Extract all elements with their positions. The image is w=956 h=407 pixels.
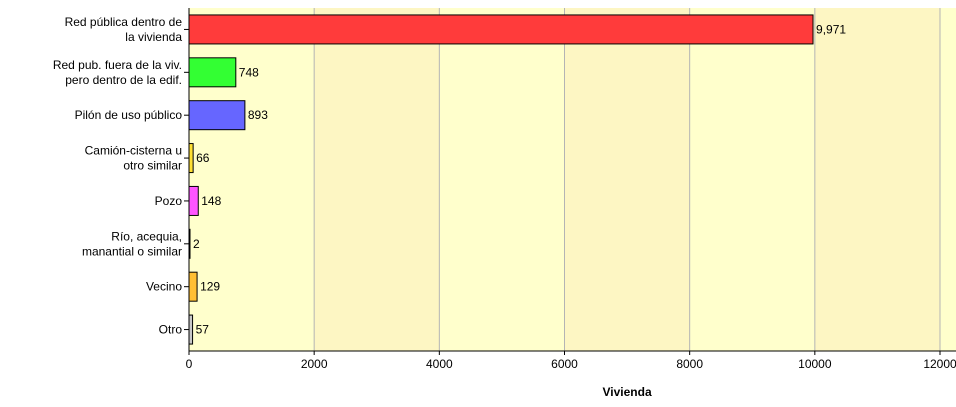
value-label: 748 — [239, 65, 259, 79]
category-label: Pilón de uso público — [75, 108, 183, 122]
bar — [188, 271, 198, 302]
category-label: Otro — [159, 323, 183, 337]
x-tick-label: 4000 — [426, 357, 453, 371]
value-label: 129 — [200, 280, 220, 294]
category-label: Vecino — [146, 280, 182, 294]
category-label: manantial o similar — [82, 244, 182, 258]
category-label: pero dentro de la edif. — [65, 73, 182, 87]
x-tick-label: 8000 — [676, 357, 703, 371]
bar — [188, 57, 237, 88]
x-tick-label: 2000 — [301, 357, 328, 371]
bar — [188, 314, 194, 345]
value-label: 66 — [196, 151, 210, 165]
x-tick-label: 0 — [186, 357, 193, 371]
background-band — [564, 8, 690, 351]
category-label: Red pub. fuera de la viv. — [53, 58, 182, 72]
x-tick-label: 10000 — [798, 357, 832, 371]
value-label: 9,971 — [816, 22, 846, 36]
category-label: Pozo — [155, 194, 183, 208]
category-label: Red pública dentro de — [65, 15, 183, 29]
value-label: 148 — [201, 194, 221, 208]
background-band — [439, 8, 565, 351]
bar — [188, 100, 246, 131]
background-band — [314, 8, 440, 351]
x-axis-title: Vivienda — [603, 385, 652, 399]
category-label: otro similar — [123, 159, 182, 173]
value-label: 57 — [196, 323, 210, 337]
value-label: 893 — [248, 108, 268, 122]
x-tick-label: 6000 — [551, 357, 578, 371]
x-tick-label: 12000 — [923, 357, 956, 371]
background-band — [940, 8, 956, 351]
background-band — [689, 8, 815, 351]
category-label: Río, acequia, — [111, 229, 182, 243]
category-label: Camión-cisterna u — [85, 144, 182, 158]
value-label: 2 — [193, 237, 200, 251]
background-band — [814, 8, 940, 351]
bar — [188, 228, 191, 259]
category-label: la vivienda — [125, 30, 182, 44]
bar — [188, 143, 194, 174]
bar — [188, 185, 199, 216]
bar — [188, 14, 814, 45]
